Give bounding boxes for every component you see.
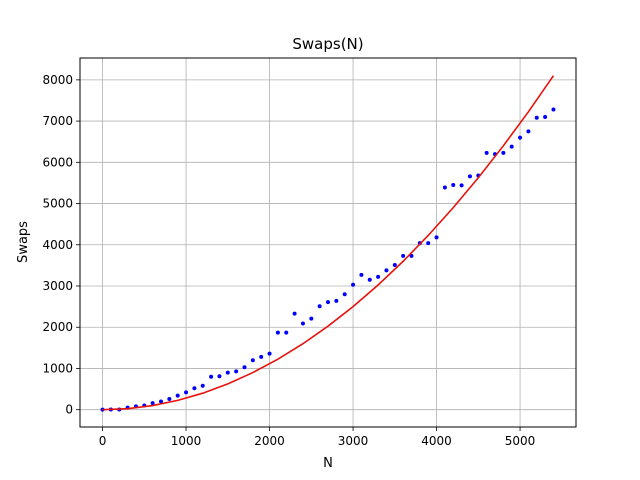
data-point bbox=[392, 262, 397, 267]
data-point bbox=[167, 396, 172, 401]
axis-ticks: 0 1000 2000 3000 4000 5000 0 1000 2000 3000 4000 50… bbox=[42, 73, 535, 448]
x-tick-label: 5000 bbox=[505, 434, 536, 448]
x-tick-label: 2000 bbox=[254, 434, 285, 448]
data-point bbox=[434, 235, 439, 240]
data-point bbox=[351, 282, 356, 287]
data-point bbox=[484, 150, 489, 155]
data-point bbox=[200, 383, 205, 388]
data-point bbox=[150, 401, 155, 406]
data-point bbox=[250, 358, 255, 363]
data-point bbox=[100, 407, 105, 412]
y-tick-label: 6000 bbox=[42, 155, 73, 169]
chart-title: Swaps(N) bbox=[292, 35, 363, 53]
data-point bbox=[367, 277, 372, 282]
data-point bbox=[334, 298, 339, 303]
data-point bbox=[242, 365, 247, 370]
x-tick-label: 4000 bbox=[421, 434, 452, 448]
y-tick-label: 0 bbox=[65, 403, 73, 417]
x-tick-label: 3000 bbox=[338, 434, 369, 448]
data-point bbox=[451, 182, 456, 187]
data-point bbox=[192, 386, 197, 391]
data-point bbox=[426, 241, 431, 246]
data-point bbox=[326, 300, 330, 305]
data-point bbox=[259, 354, 264, 359]
data-point bbox=[275, 330, 280, 335]
y-tick-label: 4000 bbox=[42, 238, 73, 252]
data-point bbox=[267, 351, 272, 356]
y-axis-label: Swaps bbox=[16, 221, 31, 263]
y-tick-label: 5000 bbox=[42, 197, 73, 211]
fit-curve bbox=[102, 75, 555, 411]
y-tick-label: 3000 bbox=[42, 279, 73, 293]
data-point bbox=[551, 107, 556, 112]
data-point bbox=[209, 374, 214, 379]
data-point bbox=[184, 390, 189, 395]
y-tick-label: 1000 bbox=[42, 361, 73, 375]
data-point bbox=[359, 272, 364, 277]
grid bbox=[80, 58, 576, 427]
x-axis-label: N bbox=[323, 456, 333, 471]
data-point bbox=[217, 374, 222, 379]
data-point bbox=[175, 393, 180, 398]
data-point bbox=[518, 135, 523, 140]
data-point bbox=[543, 114, 548, 119]
data-point bbox=[158, 399, 163, 404]
data-point bbox=[384, 268, 389, 273]
data-point bbox=[225, 370, 230, 375]
x-tick-label: 0 bbox=[99, 434, 107, 448]
plot-series bbox=[100, 75, 556, 412]
data-point bbox=[526, 129, 531, 134]
data-point bbox=[317, 304, 322, 309]
data-point bbox=[376, 274, 381, 279]
data-point bbox=[409, 253, 414, 258]
data-point bbox=[309, 316, 314, 321]
data-point bbox=[501, 150, 506, 155]
data-point bbox=[459, 183, 464, 188]
y-tick-label: 2000 bbox=[42, 320, 73, 334]
data-point bbox=[342, 292, 347, 297]
data-point bbox=[401, 253, 406, 258]
data-point bbox=[292, 311, 297, 316]
data-point bbox=[284, 330, 289, 335]
data-point bbox=[234, 369, 239, 374]
data-point bbox=[534, 115, 539, 120]
data-point bbox=[509, 144, 514, 149]
data-point bbox=[467, 174, 472, 179]
x-tick-label: 1000 bbox=[171, 434, 202, 448]
y-tick-label: 8000 bbox=[42, 73, 73, 87]
y-tick-label: 7000 bbox=[42, 114, 73, 128]
data-point bbox=[442, 185, 447, 190]
plot-frame bbox=[79, 57, 577, 428]
data-point bbox=[300, 321, 305, 326]
